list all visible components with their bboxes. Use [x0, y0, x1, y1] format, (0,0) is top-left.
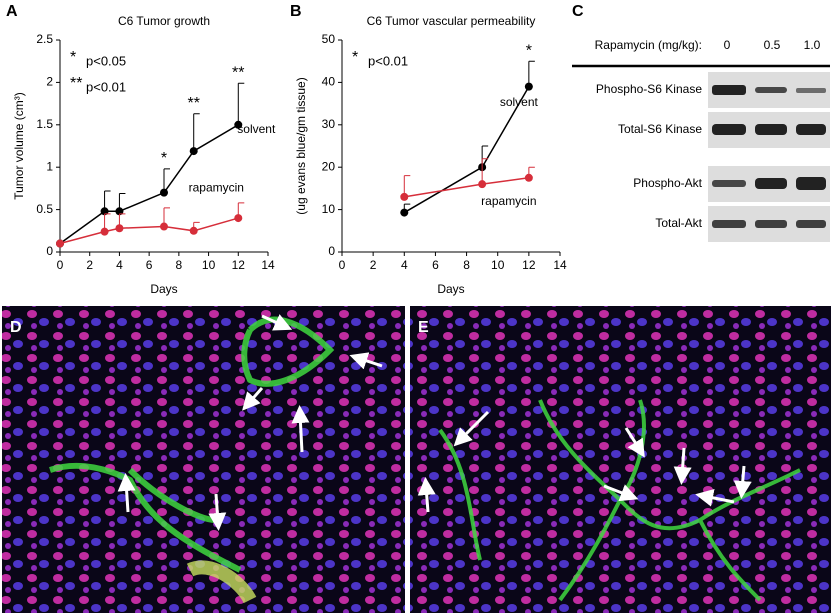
blot-row-label: Total-S6 Kinase [618, 122, 702, 136]
panel-label: D [10, 319, 22, 336]
data-point [234, 120, 243, 129]
x-tick-label: 6 [432, 258, 439, 272]
panel-label: A [6, 3, 18, 20]
x-tick-label: 10 [491, 258, 505, 272]
y-tick-label: 0 [46, 244, 53, 258]
y-tick-label: 0.5 [36, 202, 53, 216]
chart-title: C6 Tumor growth [118, 14, 210, 28]
blot-row-label: Phospho-Akt [633, 176, 702, 190]
note-symbol: * [70, 49, 76, 66]
x-axis-label: Days [437, 282, 464, 296]
y-tick-label: 40 [322, 75, 336, 89]
x-tick-label: 2 [86, 258, 93, 272]
error-bar [193, 113, 200, 152]
data-point [189, 226, 198, 235]
data-point [478, 180, 487, 189]
data-point [115, 207, 124, 216]
y-axis-label: Tumor volume (cm³) [12, 92, 26, 200]
significance-mark: ** [232, 64, 244, 81]
x-tick-label: 10 [202, 258, 216, 272]
data-point [400, 208, 409, 217]
data-point [189, 147, 198, 156]
x-tick-label: 0 [57, 258, 64, 272]
blot-row-label: Phospho-S6 Kinase [596, 82, 702, 96]
note-text: p<0.01 [368, 53, 408, 68]
panel-label: C [572, 3, 584, 20]
dose-label: 0.5 [764, 38, 781, 52]
panel-label: B [290, 3, 302, 20]
data-point [100, 207, 109, 216]
data-point [56, 239, 64, 248]
y-tick-label: 1 [46, 159, 53, 173]
x-tick-label: 12 [232, 258, 246, 272]
x-tick-label: 4 [116, 258, 123, 272]
series-line [59, 124, 239, 245]
data-point [234, 214, 243, 223]
note-text: p<0.01 [86, 79, 126, 94]
x-tick-label: 4 [401, 258, 408, 272]
y-tick-label: 50 [322, 32, 336, 46]
dose-label: 0 [724, 38, 731, 52]
note-symbol: ** [70, 75, 82, 92]
significance-mark: * [526, 42, 532, 59]
x-tick-label: 0 [339, 258, 346, 272]
note-symbol: * [352, 49, 358, 66]
error-bar [481, 158, 489, 185]
y-tick-label: 0 [328, 244, 335, 258]
error-bar [237, 82, 245, 125]
chart-title: C6 Tumor vascular permeability [367, 14, 536, 28]
blot-row-label: Total-Akt [655, 216, 702, 230]
x-tick-label: 14 [261, 258, 275, 272]
data-point [100, 227, 109, 236]
y-tick-label: 10 [322, 202, 336, 216]
y-tick-label: 20 [322, 159, 336, 173]
series-label: rapamycin [481, 194, 536, 208]
x-tick-label: 2 [370, 258, 377, 272]
series-label: solvent [500, 95, 539, 109]
data-point [524, 173, 533, 182]
panel-label: E [418, 319, 429, 336]
data-point [115, 224, 124, 233]
data-point [160, 222, 168, 231]
micrograph [2, 306, 831, 613]
x-tick-label: 12 [522, 258, 536, 272]
series-line [59, 217, 239, 245]
axis-frame [341, 40, 560, 253]
dose-label: 1.0 [804, 38, 821, 52]
data-point [524, 82, 533, 91]
x-tick-label: 8 [463, 258, 470, 272]
series-label: rapamycin [189, 180, 244, 194]
series-label: solvent [237, 122, 276, 136]
data-point [160, 188, 168, 197]
x-tick-label: 6 [146, 258, 153, 272]
x-tick-label: 8 [176, 258, 183, 272]
y-axis-label: (ug evans blue/gm tissue) [294, 77, 308, 214]
y-tick-label: 30 [322, 117, 336, 131]
y-tick-label: 2.5 [36, 32, 53, 46]
blot-title: Rapamycin (mg/kg): [595, 38, 702, 52]
error-bar [528, 60, 535, 87]
significance-mark: ** [187, 95, 199, 112]
significance-mark: * [161, 150, 167, 167]
blot [708, 72, 830, 242]
y-tick-label: 1.5 [36, 117, 53, 131]
data-point [400, 192, 409, 201]
x-tick-label: 14 [553, 258, 567, 272]
x-axis-label: Days [150, 282, 177, 296]
note-text: p<0.05 [86, 53, 126, 68]
y-tick-label: 2 [46, 75, 53, 89]
